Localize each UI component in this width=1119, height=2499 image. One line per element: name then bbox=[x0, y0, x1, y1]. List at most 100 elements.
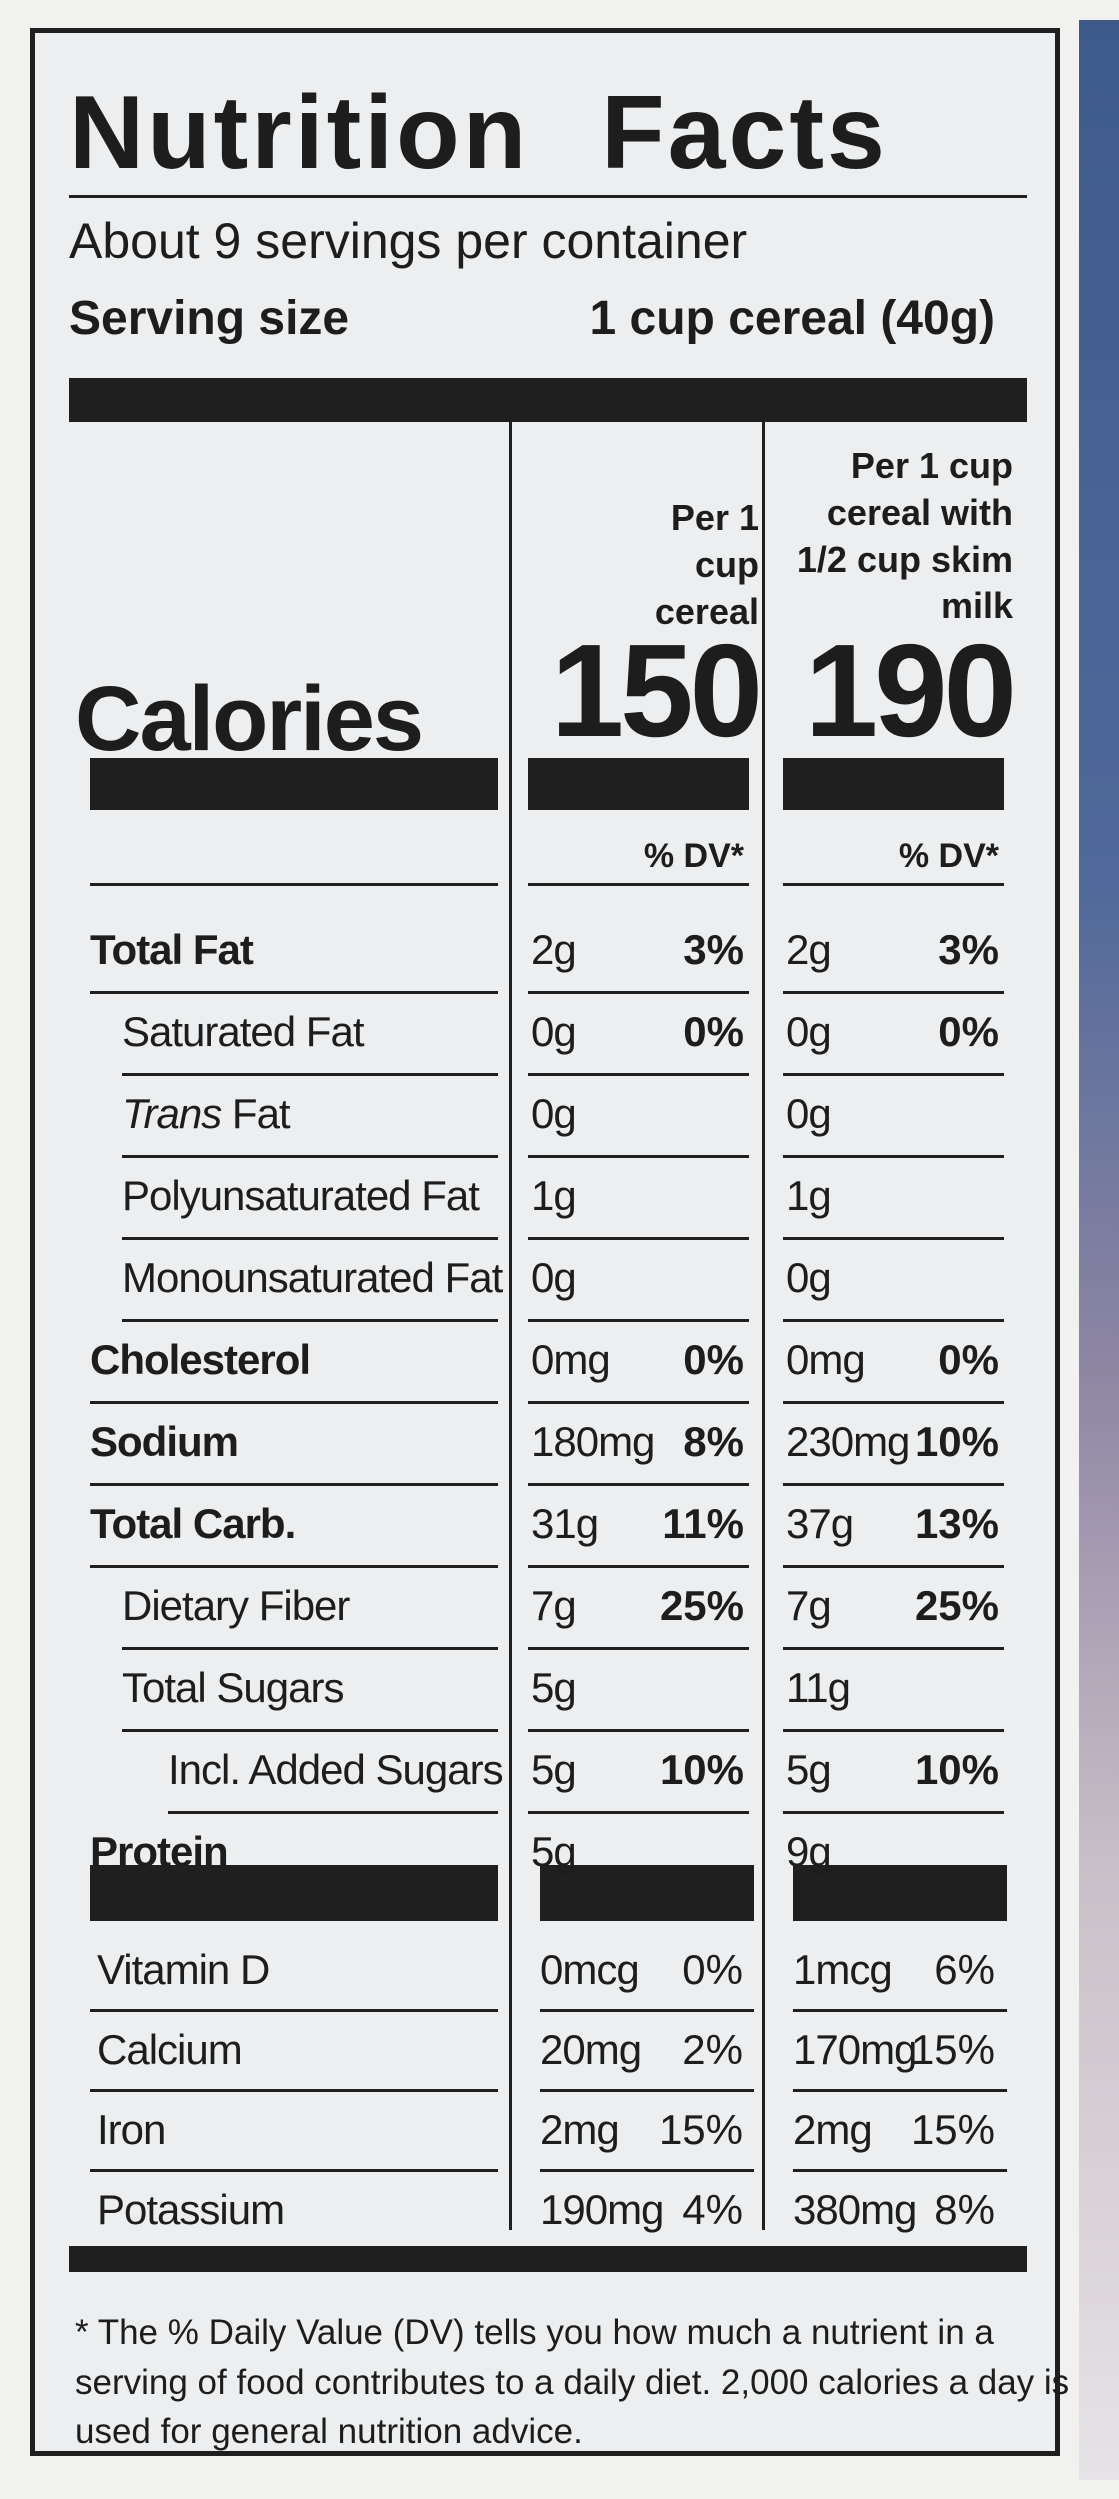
serving-size-value: 1 cup cereal (40g) bbox=[589, 292, 995, 345]
vitamin-dv-col1: 0% bbox=[682, 1946, 743, 1993]
amount-col2: 9g bbox=[786, 1828, 832, 1875]
label-title: Nutrition Facts bbox=[69, 75, 888, 191]
vitamin-name: Iron bbox=[97, 2106, 166, 2153]
amount-col1: 1g bbox=[531, 1172, 577, 1219]
nutrient-name: Saturated Fat bbox=[122, 1008, 364, 1055]
dv-col2: 3% bbox=[938, 926, 999, 973]
row-rule bbox=[528, 1565, 749, 1568]
amount-col2: 5g bbox=[786, 1746, 832, 1793]
row-rule bbox=[783, 1401, 1004, 1404]
dv-col1: 10% bbox=[659, 1746, 744, 1793]
row-rule bbox=[90, 2089, 498, 2092]
vitamin-name: Calcium bbox=[97, 2026, 243, 2073]
dv-col1: 8% bbox=[683, 1418, 744, 1465]
thick-rule-vitamins-b bbox=[540, 1865, 754, 1921]
vitamin-amount-col1: 2mg bbox=[540, 2106, 620, 2153]
nutrient-name: Total Fat bbox=[90, 926, 254, 973]
dv-col1: 0% bbox=[683, 1008, 744, 1055]
amount-col1: 7g bbox=[531, 1582, 577, 1629]
nutrient-name: Trans Fat bbox=[122, 1090, 291, 1137]
calories-label: Calories bbox=[75, 668, 424, 770]
amount-col2: 1g bbox=[786, 1172, 832, 1219]
footnote: * The % Daily Value (DV) tells you how m… bbox=[75, 2313, 1070, 2452]
nutrient-name: Dietary Fiber bbox=[122, 1582, 350, 1629]
row-rule bbox=[90, 1565, 498, 1568]
vitamin-amount-col2: 380mg bbox=[793, 2186, 917, 2233]
column-divider-1 bbox=[509, 422, 512, 2230]
vitamin-dv-col1: 4% bbox=[682, 2186, 743, 2233]
row-rule bbox=[90, 1483, 498, 1486]
nutrient-name: Sodium bbox=[90, 1418, 239, 1465]
amount-col2: 230mg bbox=[786, 1418, 910, 1465]
row-rule bbox=[90, 2009, 498, 2012]
thick-rule-vitamins-a bbox=[90, 1865, 498, 1921]
dv-header-2: % DV* bbox=[898, 837, 999, 875]
thick-rule-calories-c bbox=[783, 758, 1004, 810]
amount-col2: 0g bbox=[786, 1008, 832, 1055]
vitamin-amount-col1: 190mg bbox=[540, 2186, 664, 2233]
amount-col2: 0mg bbox=[786, 1336, 866, 1383]
row-rule bbox=[528, 1237, 749, 1240]
nutrient-name-rest: Fat bbox=[221, 1090, 291, 1137]
dv-col2: 10% bbox=[914, 1746, 999, 1793]
row-rule bbox=[90, 1401, 498, 1404]
nutrition-label: Nutrition Facts About 9 servings per con… bbox=[30, 28, 1069, 2456]
nutrient-name: Monounsaturated Fat bbox=[122, 1254, 503, 1301]
nutrient-name: Total Carb. bbox=[90, 1500, 296, 1547]
row-rule bbox=[783, 991, 1004, 994]
row-rule bbox=[528, 1155, 749, 1158]
dv-col2: 25% bbox=[914, 1582, 999, 1629]
row-rule bbox=[528, 883, 749, 886]
dv-col2: 0% bbox=[938, 1008, 999, 1055]
row-rule bbox=[783, 1811, 1004, 1814]
thick-rule-top bbox=[69, 378, 1027, 422]
dv-col2: 0% bbox=[938, 1336, 999, 1383]
nutrient-name: Total Sugars bbox=[122, 1664, 344, 1711]
row-rule bbox=[528, 1811, 749, 1814]
amount-col1: 0g bbox=[531, 1008, 577, 1055]
vitamin-dv-col1: 2% bbox=[682, 2026, 743, 2073]
amount-col2: 11g bbox=[786, 1664, 851, 1711]
row-rule bbox=[783, 883, 1004, 886]
dv-col1: 25% bbox=[659, 1582, 744, 1629]
column-header-2: Per 1 cup cereal with 1/2 cup skim milk bbox=[796, 445, 1013, 627]
row-rule bbox=[122, 1073, 498, 1076]
row-rule bbox=[528, 1647, 749, 1650]
nutrient-name: Incl. Added Sugars bbox=[168, 1746, 504, 1793]
row-rule bbox=[540, 2009, 754, 2012]
vitamin-amount-col2: 2mg bbox=[793, 2106, 873, 2153]
amount-col2: 0g bbox=[786, 1090, 832, 1137]
row-rule bbox=[793, 2089, 1007, 2092]
row-rule bbox=[783, 1319, 1004, 1322]
dv-col1: 3% bbox=[683, 926, 744, 973]
calories-value-1: 150 bbox=[550, 617, 763, 764]
amount-col1: 5g bbox=[531, 1828, 577, 1875]
amount-col2: 2g bbox=[786, 926, 832, 973]
servings-per-container: About 9 servings per container bbox=[69, 213, 748, 269]
vitamin-dv-col2: 6% bbox=[934, 1946, 995, 1993]
row-rule bbox=[783, 1073, 1004, 1076]
row-rule bbox=[783, 1483, 1004, 1486]
dv-col1: 11% bbox=[662, 1500, 744, 1547]
amount-col2: 7g bbox=[786, 1582, 832, 1629]
dv-header-1: % DV* bbox=[643, 837, 744, 875]
vitamin-dv-col1: 15% bbox=[658, 2106, 743, 2153]
thick-rule-calories-b bbox=[528, 758, 749, 810]
vitamin-amount-col2: 1mcg bbox=[793, 1946, 893, 1993]
row-rule bbox=[783, 1729, 1004, 1732]
dv-col2: 13% bbox=[914, 1500, 999, 1547]
amount-col1: 2g bbox=[531, 926, 577, 973]
amount-col2: 37g bbox=[786, 1500, 854, 1547]
vitamin-amount-col1: 0mcg bbox=[540, 1946, 640, 1993]
row-rule bbox=[783, 1237, 1004, 1240]
vitamin-dv-col2: 15% bbox=[910, 2106, 995, 2153]
amount-col1: 0g bbox=[531, 1090, 577, 1137]
thick-rule-vitamins-c bbox=[793, 1865, 1007, 1921]
dv-col2: 10% bbox=[914, 1418, 999, 1465]
row-rule bbox=[783, 1647, 1004, 1650]
row-rule bbox=[168, 1811, 498, 1814]
row-rule bbox=[528, 1483, 749, 1486]
row-rule bbox=[793, 2009, 1007, 2012]
row-rule bbox=[122, 1729, 498, 1732]
row-rule bbox=[540, 2089, 754, 2092]
